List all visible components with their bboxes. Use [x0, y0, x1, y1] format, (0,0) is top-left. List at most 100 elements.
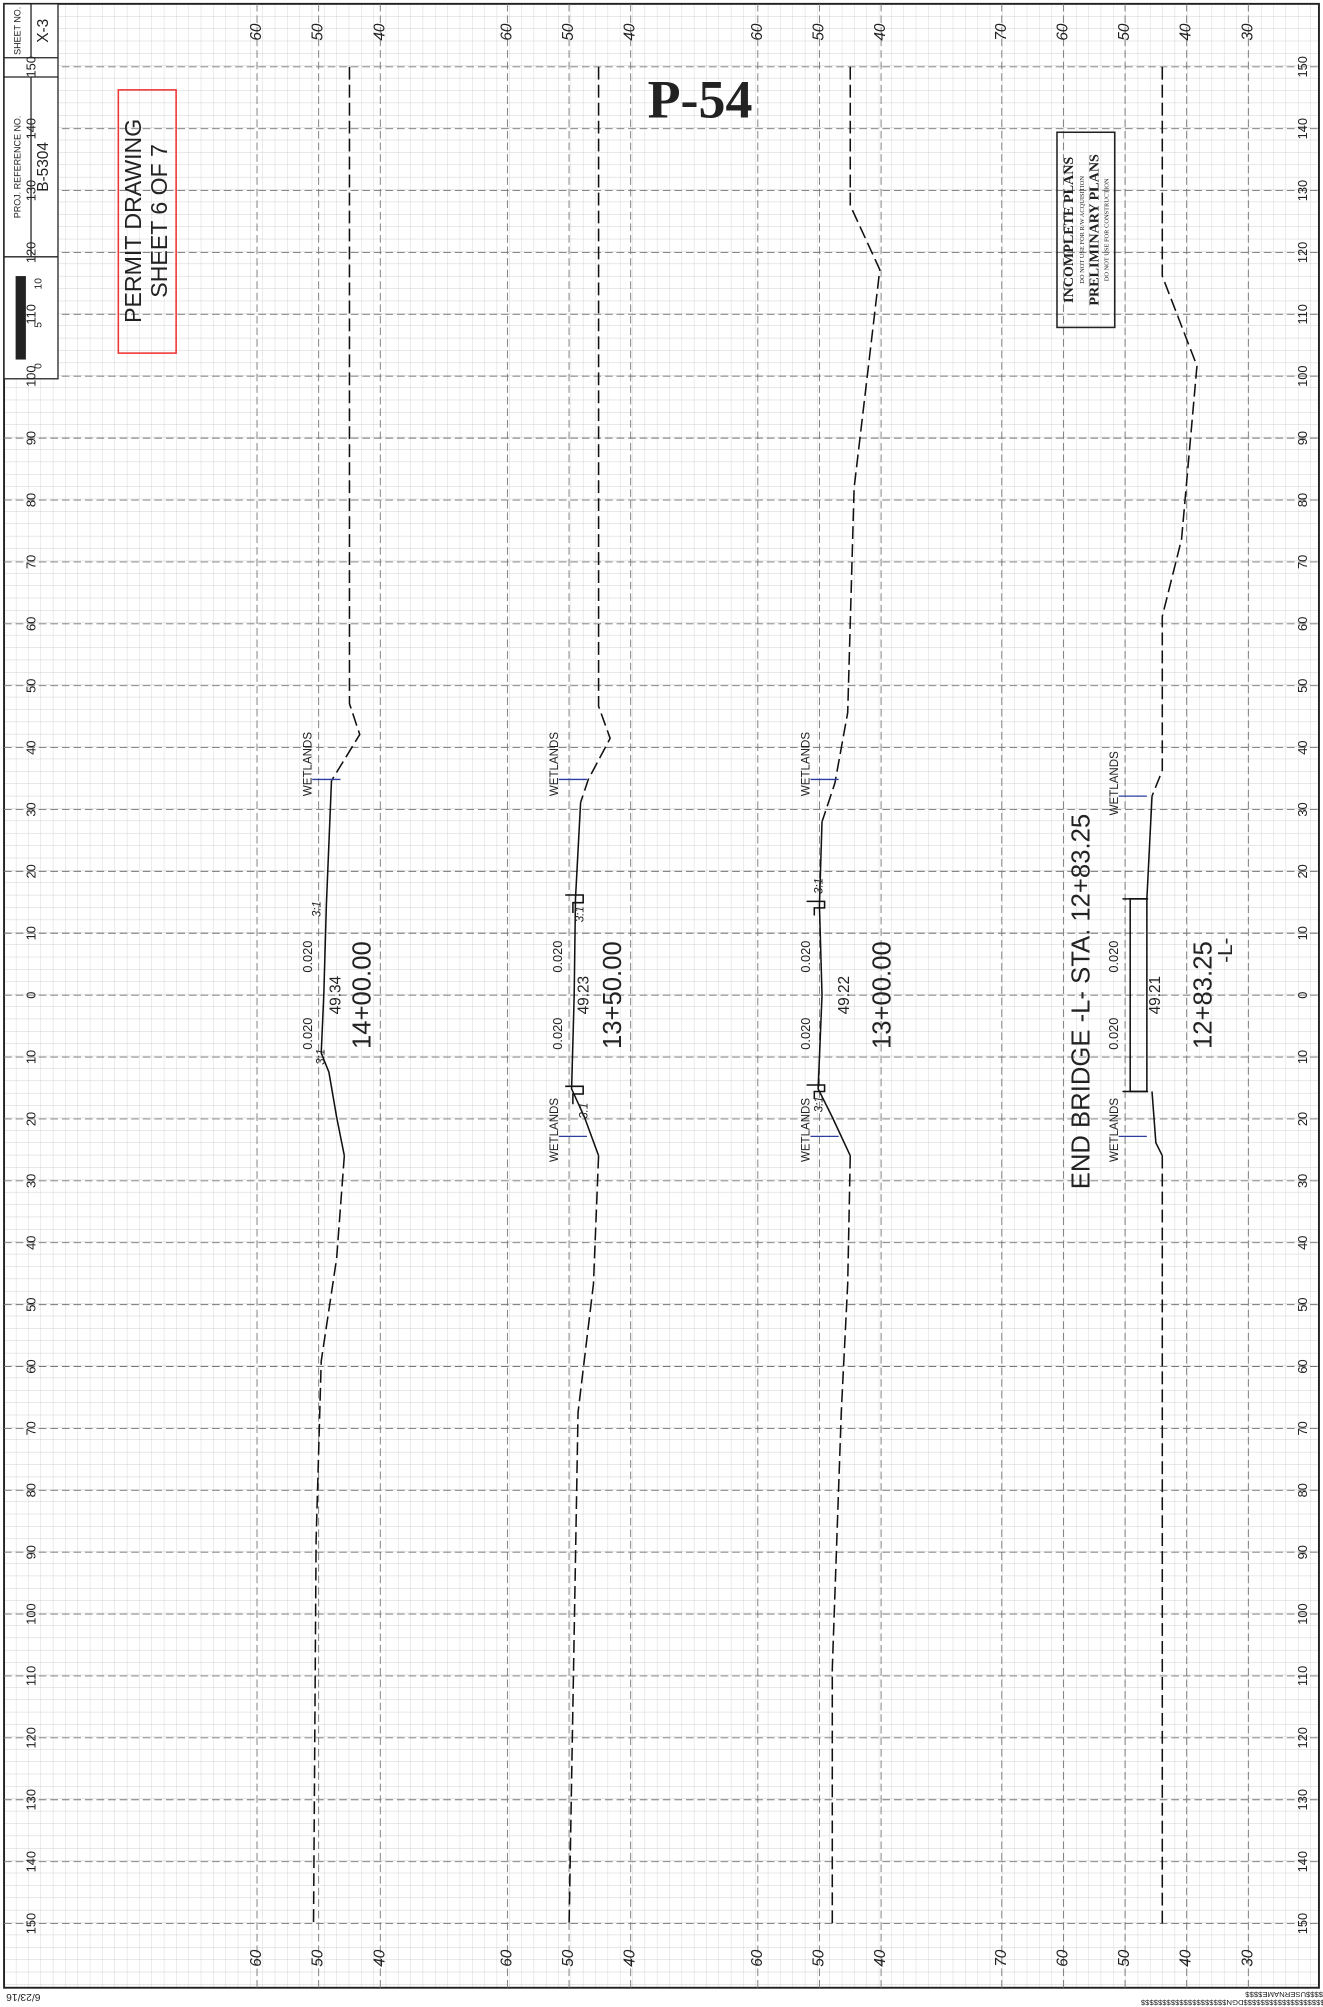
- major-grid: [4, 3, 1319, 1988]
- proj-ref-label: PROJ. REFERENCE NO.: [13, 116, 23, 219]
- elevation-label: 70: [993, 1949, 1010, 1967]
- elevation-label: 60: [498, 1949, 515, 1967]
- drawing-number: P-54: [648, 70, 753, 130]
- offset-label: 90: [24, 1545, 39, 1559]
- sheet-no-label: SHEET NO.: [13, 7, 23, 55]
- elevation-label: 50: [811, 1949, 828, 1967]
- elevation-label: 30: [1239, 23, 1256, 41]
- offset-label: 30: [24, 1174, 39, 1188]
- offset-label: 50: [24, 679, 39, 693]
- elevation-label: 40: [371, 23, 388, 41]
- wetlands-label: WETLANDS: [302, 732, 314, 796]
- offset-label: 70: [24, 555, 39, 569]
- wetlands-label: WETLANDS: [1109, 1098, 1121, 1162]
- elevation-label: 50: [1116, 23, 1133, 41]
- offset-label: 80: [24, 493, 39, 507]
- cross-slope: 0.020: [1106, 941, 1121, 973]
- offset-label: 30: [1295, 802, 1310, 816]
- stamp-line: DO NOT USE FOR R/W ACQUISITION: [1079, 176, 1086, 284]
- cross-slope: 0.020: [300, 1018, 315, 1050]
- offset-label: 80: [1295, 1483, 1310, 1497]
- offset-label: 0: [1295, 992, 1310, 999]
- elevation-label: 50: [310, 1949, 327, 1967]
- offset-label: 70: [1295, 555, 1310, 569]
- wetlands-label: WETLANDS: [549, 1098, 561, 1162]
- ground-line: [568, 1155, 600, 1927]
- offset-label: 60: [24, 617, 39, 631]
- offset-label: 20: [1295, 864, 1310, 878]
- permit-title: PERMIT DRAWING: [120, 119, 146, 323]
- elevation-label: 30: [1239, 1949, 1256, 1967]
- offset-label: 140: [1295, 118, 1310, 139]
- elevation-label: 60: [1054, 1949, 1071, 1967]
- offset-label: 130: [24, 1789, 39, 1810]
- offset-label: 30: [1295, 1174, 1310, 1188]
- wetlands-label: WETLANDS: [549, 732, 561, 796]
- side-slope: 3:1: [813, 1096, 825, 1112]
- offset-label: 130: [1295, 180, 1310, 201]
- offset-label: 140: [1295, 1851, 1310, 1872]
- offset-label: 90: [1295, 1545, 1310, 1559]
- bridge-note: END BRIDGE -L- STA. 12+83.25: [1067, 814, 1095, 1189]
- offset-label: 40: [24, 1236, 39, 1250]
- grid-frame: [3, 2, 1320, 1989]
- offset-label: 150: [1295, 56, 1310, 77]
- elevation-label: 50: [811, 23, 828, 41]
- proposed-section: [570, 802, 600, 1156]
- offset-label: 150: [1295, 1913, 1310, 1934]
- proposed-section: [1146, 796, 1163, 1157]
- elevation-label: 60: [749, 23, 766, 41]
- wetlands-label: WETLANDS: [801, 732, 813, 796]
- offset-label: 130: [24, 180, 39, 201]
- scale-label: 5: [33, 322, 44, 328]
- side-slope: 3:1: [315, 1049, 327, 1065]
- station-label: 14+00.00: [348, 941, 376, 1049]
- elevation-label: 70: [993, 23, 1010, 41]
- offset-label: 110: [1295, 304, 1310, 324]
- elevation-label: 40: [371, 1949, 388, 1967]
- date: 6/23/16: [6, 1991, 41, 2002]
- side-slope: 3:1: [579, 1103, 591, 1119]
- elevation-label: 60: [1054, 23, 1071, 41]
- elevation-label: 50: [560, 23, 577, 41]
- title-block-lines: [4, 3, 58, 258]
- offset-label: 100: [1295, 1603, 1310, 1624]
- offset-label: 100: [1295, 366, 1310, 387]
- ground-line: [312, 1155, 346, 1927]
- grade-elevation: 49.34: [328, 975, 345, 1014]
- offset-label: 30: [24, 802, 39, 816]
- offset-label: 50: [24, 1297, 39, 1311]
- offset-label: 90: [24, 431, 39, 445]
- bridge-end: [1122, 898, 1149, 1093]
- elevation-label: 40: [1178, 1949, 1195, 1967]
- elevation-label: 50: [310, 23, 327, 41]
- offset-label: 60: [1295, 1359, 1310, 1373]
- stamp-line: INCOMPLETE PLANS: [1061, 157, 1077, 303]
- scale-bar: [15, 276, 26, 360]
- elevation-label: 50: [560, 1949, 577, 1967]
- ground-line: [330, 66, 361, 782]
- offset-label: 110: [24, 304, 39, 324]
- offset-label: 70: [24, 1421, 39, 1435]
- barrier: [806, 900, 826, 1100]
- profiles: [312, 66, 1198, 1927]
- scale-label: 0: [33, 363, 44, 369]
- ground-line: [1151, 66, 1198, 797]
- elevation-label: 60: [498, 23, 515, 41]
- elevation-label: 40: [1178, 23, 1195, 41]
- cross-slope: 0.020: [550, 1018, 565, 1050]
- offset-label: 20: [24, 1112, 39, 1126]
- scale-label: 10: [33, 278, 44, 290]
- offset-label: 40: [1295, 1236, 1310, 1250]
- offset-label: 50: [1295, 1297, 1310, 1311]
- offset-label: 10: [1295, 926, 1310, 940]
- side-slope: 3:1: [311, 901, 323, 917]
- offset-label: 110: [24, 1666, 39, 1686]
- offset-label: 70: [1295, 1421, 1310, 1435]
- ground-line: [579, 66, 611, 803]
- side-slope: 3:1: [575, 906, 587, 922]
- offset-label: 10: [24, 1050, 39, 1064]
- offset-label: 120: [24, 242, 39, 263]
- offset-label: 120: [1295, 1727, 1310, 1748]
- proj-ref: B-5304: [35, 142, 52, 192]
